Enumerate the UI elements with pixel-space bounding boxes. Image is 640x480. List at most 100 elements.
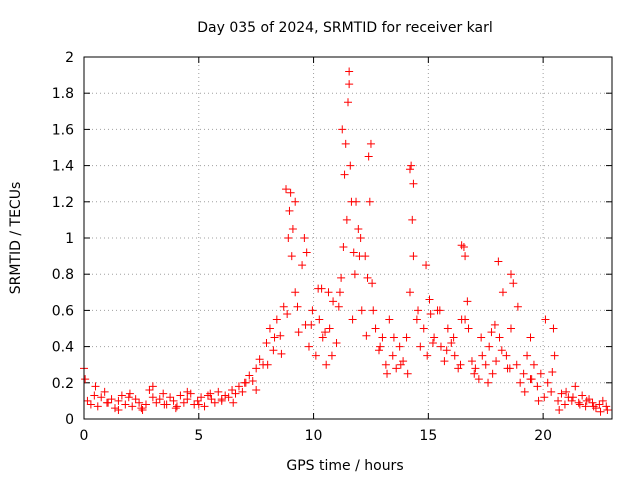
data-point [595, 400, 604, 409]
data-point [193, 396, 202, 405]
data-point [155, 395, 164, 404]
data-point [407, 161, 416, 170]
data-point [502, 351, 511, 360]
data-point [291, 288, 300, 297]
data-point [340, 170, 349, 179]
data-point [389, 333, 398, 342]
data-point [470, 369, 479, 378]
data-point [447, 338, 456, 347]
data-point [349, 248, 358, 257]
data-point [402, 333, 411, 342]
data-point [138, 405, 147, 414]
data-point [228, 386, 237, 395]
data-point [388, 351, 397, 360]
data-point [405, 288, 414, 297]
data-point [541, 315, 550, 324]
data-points [80, 67, 612, 416]
data-point [589, 402, 598, 411]
data-point [352, 197, 361, 206]
data-point [543, 378, 552, 387]
data-point [327, 351, 336, 360]
data-point [484, 378, 493, 387]
data-point [396, 360, 405, 369]
x-tick-label: 20 [534, 428, 552, 444]
data-point [529, 360, 538, 369]
data-point [200, 402, 209, 411]
data-point [221, 391, 230, 400]
grid [84, 57, 612, 419]
data-point [171, 404, 180, 413]
data-point [374, 346, 383, 355]
data-point [519, 369, 528, 378]
data-point [571, 382, 580, 391]
data-point [598, 396, 607, 405]
data-point [324, 288, 333, 297]
data-point [298, 261, 307, 270]
data-point [395, 342, 404, 351]
data-point [86, 400, 95, 409]
data-point [459, 243, 468, 252]
x-tick-label: 5 [194, 428, 203, 444]
data-point [383, 369, 392, 378]
data-point [206, 389, 215, 398]
data-point [435, 306, 444, 315]
y-tick-label: 1.6 [52, 122, 74, 138]
data-point [554, 396, 563, 405]
data-point [217, 395, 226, 404]
data-point [461, 315, 470, 324]
data-point [350, 270, 359, 279]
data-point [321, 328, 330, 337]
data-point [355, 252, 364, 261]
data-point [376, 342, 385, 351]
data-point [114, 405, 123, 414]
data-point [332, 338, 341, 347]
data-point [463, 297, 472, 306]
data-point [300, 234, 309, 242]
data-point [497, 346, 506, 355]
tick-labels: 0 5 10 15 20 0 0.2 0.4 0.6 0.8 1 1.2 1.4 1.6 1.8 2 [52, 50, 552, 444]
data-point [409, 252, 418, 261]
data-point [286, 188, 295, 197]
data-point [487, 328, 496, 337]
data-point [238, 387, 247, 396]
x-axis-label: GPS time / hours [286, 458, 403, 474]
data-point [255, 355, 264, 364]
data-point [536, 369, 545, 378]
data-point [450, 351, 459, 360]
data-point [464, 324, 473, 333]
data-point [603, 405, 612, 414]
data-point [378, 333, 387, 342]
data-point [183, 387, 192, 396]
data-point [152, 398, 161, 407]
data-point [591, 404, 600, 413]
data-point [436, 342, 445, 351]
data-point [93, 402, 102, 411]
data-point [345, 80, 354, 89]
data-point [392, 364, 401, 373]
data-point [364, 152, 373, 161]
data-point [506, 270, 515, 279]
y-tick-label: 0 [65, 412, 74, 428]
data-point [318, 333, 327, 342]
y-tick-label: 0.8 [52, 267, 74, 283]
data-point [91, 382, 100, 391]
data-point [263, 360, 272, 369]
data-point [229, 398, 238, 407]
data-point [137, 404, 146, 413]
data-point [285, 206, 294, 215]
data-point [490, 320, 499, 329]
data-point [369, 306, 378, 315]
data-point [291, 197, 300, 206]
data-point [145, 386, 154, 395]
data-point [585, 395, 594, 404]
data-point [442, 346, 451, 355]
data-point [141, 400, 150, 409]
data-point [423, 351, 432, 360]
data-point [231, 389, 240, 398]
data-point [342, 215, 351, 224]
data-point [148, 393, 157, 402]
data-point [252, 386, 261, 395]
data-point [512, 360, 521, 369]
data-point [454, 364, 463, 373]
data-point [425, 295, 434, 304]
